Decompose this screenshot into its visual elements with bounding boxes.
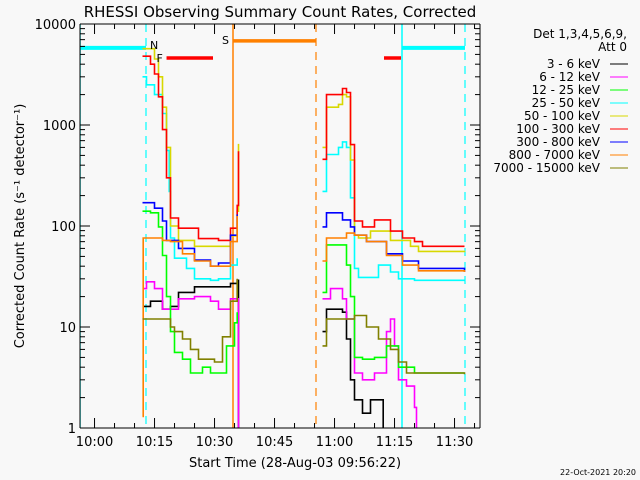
flag-label-s: S [222, 34, 229, 47]
legend-label: 800 - 7000 keV [509, 148, 601, 162]
series-line [142, 210, 238, 374]
legend-label: 100 - 300 keV [516, 122, 600, 136]
x-axis-label: Start Time (28-Aug-03 09:56:22) [189, 456, 401, 471]
series-line [322, 141, 465, 282]
series-line [142, 215, 238, 418]
series-line [142, 278, 238, 363]
series-line [322, 287, 418, 428]
y-tick-label: 1000 [43, 119, 76, 134]
series-line [322, 308, 384, 428]
legend-header-1: Det 1,3,4,5,6,9, [533, 27, 627, 41]
series-line [322, 93, 466, 253]
series-line [142, 55, 240, 242]
y-tick-label: 1 [68, 422, 76, 437]
x-tick-label: 11:30 [436, 435, 473, 450]
legend-label: 25 - 50 keV [532, 96, 601, 110]
timestamp: 22-Oct-2021 20:20 [560, 468, 636, 477]
flag-label-n: N [150, 39, 158, 52]
series-line [322, 232, 466, 272]
legend-header-2: Att 0 [598, 40, 627, 54]
axes: 10:00 10:15 10:30 10:45 11:00 11:15 11:30 1 10 10… [35, 18, 481, 450]
chart-title: RHESSI Observing Summary Count Rates, Co… [84, 3, 477, 21]
legend-label: 7000 - 15000 keV [493, 161, 600, 175]
legend-label: 6 - 12 keV [539, 70, 601, 84]
series-line [322, 212, 466, 272]
series-line [142, 47, 240, 248]
x-tick-label: 11:15 [376, 435, 413, 450]
x-tick-label: 10:15 [136, 435, 173, 450]
y-tick-label: 100 [51, 220, 76, 235]
legend-label: 3 - 6 keV [547, 57, 601, 71]
y-tick-label: 10 [59, 321, 76, 336]
y-axis-label: Corrected Count Rate (s⁻¹ detector⁻¹) [13, 104, 28, 349]
series-line [322, 87, 465, 248]
legend-label: 50 - 100 keV [524, 109, 601, 123]
legend-label: 300 - 800 keV [516, 135, 600, 149]
y-tick-label: 10000 [35, 18, 76, 33]
x-tick-label: 10:45 [256, 435, 293, 450]
x-tick-label: 11:00 [316, 435, 353, 450]
series-line [142, 76, 238, 282]
x-tick-label: 10:30 [196, 435, 233, 450]
series-line [322, 244, 465, 374]
series-line [322, 314, 466, 375]
flag-label-f: F [157, 52, 163, 65]
legend-label: 12 - 25 keV [532, 83, 601, 97]
plot-area: NF S [80, 24, 466, 428]
x-tick-label: 10:00 [76, 435, 113, 450]
plot-content [80, 24, 466, 428]
